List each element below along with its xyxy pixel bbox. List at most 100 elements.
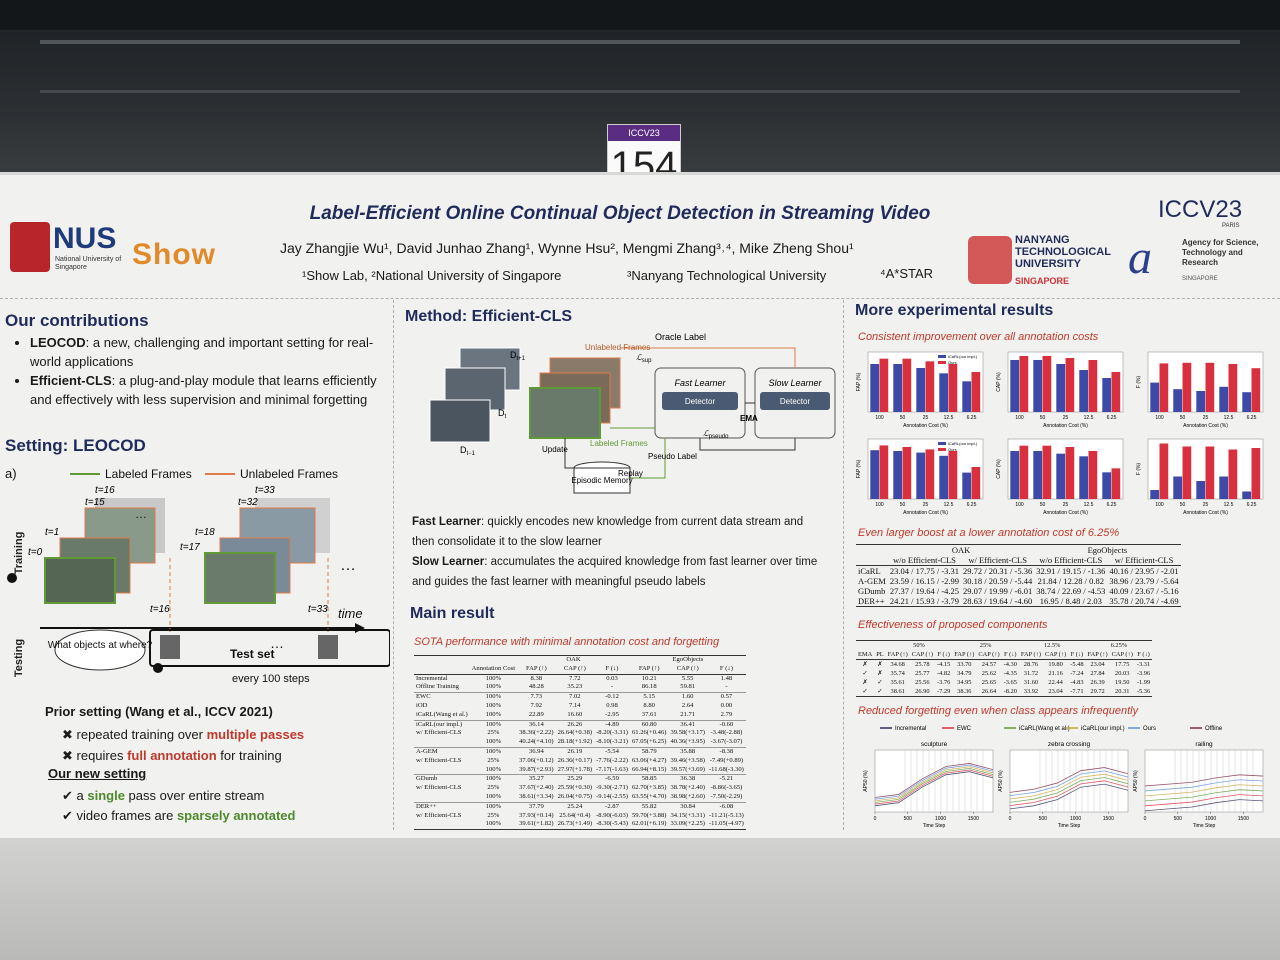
cost: 100% — [485, 775, 502, 783]
step-label: t=17 — [180, 542, 200, 553]
value: 66.94(+8.15) — [631, 765, 667, 773]
text: repeated training over — [76, 727, 207, 742]
curve-decoration — [874, 763, 994, 798]
cost: 25% — [487, 811, 500, 819]
x-tick-label: 12.5 — [1224, 415, 1234, 421]
step-label: t=15 — [85, 497, 105, 508]
x-tick-label: 1000 — [1070, 816, 1081, 822]
flag: ✗ — [877, 670, 883, 677]
value: -5.21 — [719, 775, 734, 783]
value: -8.38 — [719, 747, 734, 755]
value: 28.76 — [1023, 661, 1039, 668]
bar — [916, 452, 926, 499]
method: A-GEM — [858, 576, 886, 586]
value: 35.23 — [567, 683, 583, 691]
sym: D — [460, 445, 467, 455]
logo-show: Show — [132, 238, 216, 271]
value: 26.39 — [1090, 679, 1105, 686]
value: 28.63 / 19.64 / -4.60 — [963, 596, 1033, 606]
col-header: F (↓) — [719, 664, 733, 672]
bar — [1042, 445, 1052, 499]
value: -2.95 — [605, 710, 619, 718]
value: -11.21(-5.13) — [708, 811, 744, 819]
plot-title: zebra crossing — [1048, 741, 1091, 748]
value: 40.16 / 23.95 / -2.01 — [1109, 566, 1179, 576]
value: 26.36(+0.17) — [557, 756, 593, 764]
diagram-label: Slow Learner — [768, 378, 822, 388]
bar — [939, 373, 949, 412]
emphasis: multiple passes — [206, 727, 305, 742]
ellipsis: … — [135, 507, 147, 521]
value: -9.30(-2.71) — [596, 784, 628, 792]
row: A-GEM 23.59 / 16.15 / -2.99 30.18 / 20.59 … — [856, 576, 1181, 586]
bar — [1251, 448, 1261, 499]
value: 40.36(+3.95) — [670, 738, 705, 746]
x-tick-label: 50 — [1180, 415, 1186, 421]
value: 25.64(+0.4) — [559, 811, 591, 819]
detector-box — [662, 392, 738, 410]
stream-label: Dt — [498, 408, 507, 420]
x-tick-label: 1000 — [1205, 816, 1216, 822]
ntu-crest — [968, 236, 1012, 284]
x-tick-label: 1500 — [1238, 816, 1249, 822]
col-header: CAP (↑) — [978, 651, 1000, 658]
contribution-item: LEOCOD: a new, challenging and important… — [30, 333, 400, 371]
sym-sub: t+1 — [517, 356, 526, 362]
emphasis: sparsely annotated — [176, 808, 296, 823]
value: 20.31 — [1115, 688, 1130, 695]
bullet-icon: ✔ — [62, 788, 77, 803]
value: -11.68(-3.30) — [708, 765, 744, 773]
value: -8.10(-3.21) — [596, 738, 628, 746]
value: 26.90 — [915, 688, 930, 695]
method: w/ Efficient-CLS — [416, 729, 462, 737]
diagram-label: ℒsup — [636, 353, 652, 364]
value: 5.55 — [681, 674, 694, 682]
bar — [1010, 360, 1020, 412]
row: iCaRL 23.04 / 17.75 / -3.31 29.72 / 20.31 … — [856, 566, 1181, 577]
value: 26.73(+1.49) — [557, 820, 593, 828]
bar — [971, 467, 981, 499]
value: -7.71 — [1070, 688, 1084, 695]
row: 100% 40.24(+4.10) 28.18(+1.92) -8.10(-3.21)… — [414, 738, 746, 747]
col-header: w/ Efficient-CLS — [968, 555, 1027, 565]
value: -9.14(-2.55) — [596, 792, 628, 800]
method: w/ Efficient-CLS — [416, 756, 462, 764]
walker-icon — [7, 573, 17, 583]
value: 25.56 — [915, 679, 930, 686]
text: : a new, challenging and important setti… — [30, 335, 374, 369]
value: 38.78(+2.40) — [670, 784, 705, 792]
value: - — [725, 683, 728, 691]
term: LEOCOD — [30, 335, 86, 350]
stream-label: Dt+1 — [510, 350, 526, 362]
value: 37.79 — [528, 802, 544, 810]
column-rule — [393, 300, 394, 830]
bar — [925, 361, 935, 412]
value: 24.57 — [981, 661, 997, 668]
value: 36.94 — [528, 747, 544, 755]
method: iCaRL(our impl.) — [416, 720, 463, 728]
poster — [0, 172, 1280, 841]
value: 39.46(+3.58) — [670, 756, 705, 764]
bar — [870, 450, 880, 499]
cost: 100% — [485, 693, 502, 701]
value: 1.48 — [720, 674, 733, 682]
bar — [1196, 481, 1206, 499]
bar — [1056, 364, 1066, 412]
diagram-label: Oracle Label — [655, 332, 706, 342]
value: 29.72 — [1090, 688, 1105, 695]
value: 29.72 / 20.31 / -5.36 — [963, 566, 1033, 576]
cell — [414, 766, 470, 775]
value: 61.26(+0.46) — [631, 729, 667, 737]
value: 25.65 — [981, 679, 997, 686]
value: 7.92 — [530, 701, 543, 709]
method-diagram: Dt+1 Dt Dt−1 Oracle Label Unlabeled Fram… — [429, 332, 836, 494]
x-tick-label: 25 — [1063, 415, 1069, 421]
memory-cylinder — [573, 467, 631, 494]
x-tick-label: 6.25 — [1107, 415, 1117, 421]
value: 40.24(+4.10) — [519, 738, 554, 746]
forgetting-plots: Incremental EWC iCaRL(Wang et al.) iCaRL(ou… — [863, 726, 1264, 829]
value: 39.87(+2.93) — [519, 765, 554, 773]
value: 22.44 — [1048, 679, 1063, 686]
logo-nus: NUS — [53, 222, 117, 255]
value: 34.68 — [890, 661, 905, 668]
